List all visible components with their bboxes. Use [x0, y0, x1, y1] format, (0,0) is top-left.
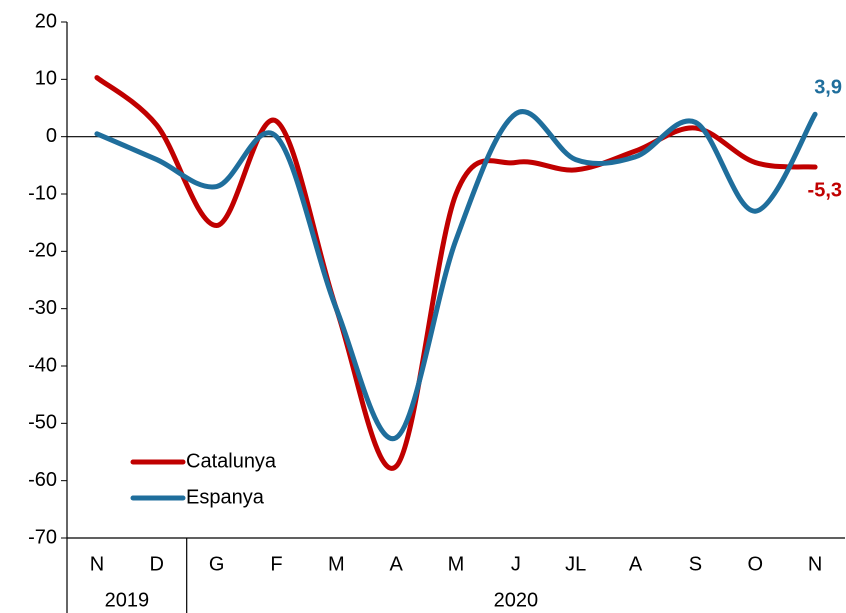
- value-label: 3,9: [814, 77, 842, 99]
- x-tick-label: A: [629, 553, 643, 575]
- x-tick-label: F: [270, 553, 282, 575]
- legend-label: Catalunya: [186, 450, 277, 472]
- y-tick-label: 0: [46, 125, 57, 147]
- value-label: -5,3: [808, 179, 842, 201]
- x-tick-label: S: [689, 553, 702, 575]
- x-group-label: 2020: [494, 589, 539, 611]
- y-tick-label: -30: [28, 297, 57, 319]
- y-tick-label: 10: [35, 68, 57, 90]
- x-tick-label: N: [90, 553, 104, 575]
- x-tick-label: M: [328, 553, 345, 575]
- x-tick-label: M: [448, 553, 465, 575]
- x-tick-label: O: [747, 553, 763, 575]
- x-tick-label: D: [150, 553, 164, 575]
- x-tick-label: J: [511, 553, 521, 575]
- legend-label: Espanya: [186, 486, 265, 508]
- x-tick-label: G: [209, 553, 225, 575]
- y-tick-label: -60: [28, 469, 57, 491]
- x-tick-label: N: [808, 553, 822, 575]
- x-group-label: 2019: [105, 589, 150, 611]
- y-tick-label: 20: [35, 10, 57, 32]
- x-tick-label: JL: [565, 553, 586, 575]
- y-tick-label: -10: [28, 182, 57, 204]
- x-tick-label: A: [389, 553, 403, 575]
- y-tick-label: -40: [28, 354, 57, 376]
- series-line: [94, 109, 818, 442]
- y-tick-label: -50: [28, 412, 57, 434]
- y-tick-label: -70: [28, 526, 57, 548]
- y-tick-label: -20: [28, 240, 57, 262]
